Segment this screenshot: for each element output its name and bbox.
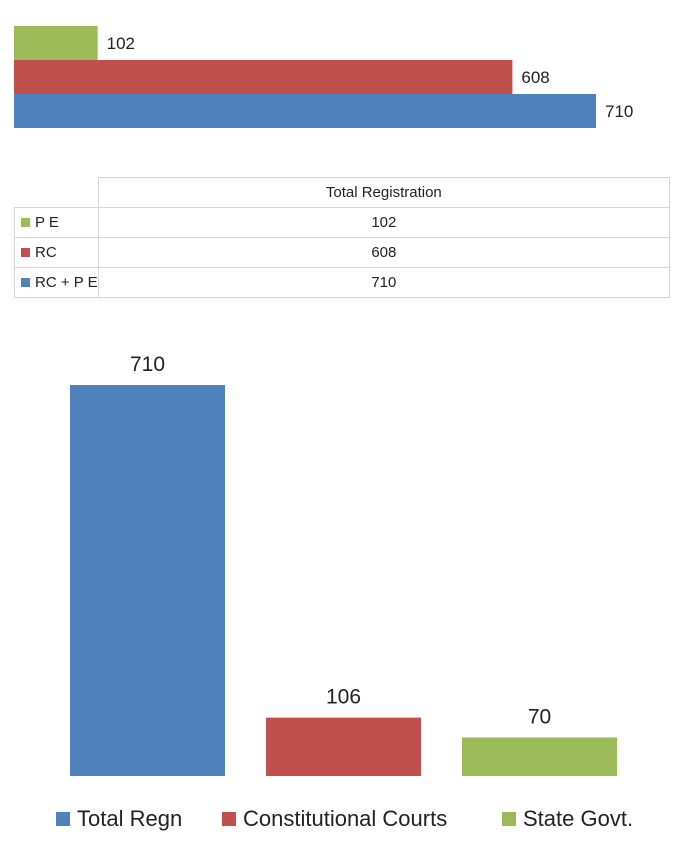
legend-swatch xyxy=(502,812,516,826)
table-row-label: P E xyxy=(14,207,99,238)
table-corner-cell xyxy=(14,177,99,208)
table-row-label: RC + P E xyxy=(14,267,99,298)
bar-2 xyxy=(14,94,596,128)
legend-label: Total Regn xyxy=(77,806,182,831)
table-row: P E 102 xyxy=(14,207,671,238)
column-value-label: 710 xyxy=(130,353,165,376)
legend-swatch xyxy=(222,812,236,826)
legend-swatch-pe xyxy=(21,217,30,227)
table-row: RC 608 xyxy=(14,237,671,268)
legend-label: State Govt. xyxy=(523,806,633,831)
table-header-row: Total Registration xyxy=(14,177,671,208)
bar-0 xyxy=(14,26,98,60)
column-value-label: 70 xyxy=(528,705,551,728)
table-cell-value: 710 xyxy=(97,267,671,298)
legend-label: Constitutional Courts xyxy=(243,806,447,831)
column-0 xyxy=(70,385,225,776)
table-row-label-text: RC + P E xyxy=(35,274,98,291)
legend-swatch-rc xyxy=(21,247,30,257)
table-row-label-text: P E xyxy=(35,214,59,231)
table-row-label: RC xyxy=(14,237,99,268)
table-header: Total Registration xyxy=(97,177,671,208)
legend-swatch-rc-pe xyxy=(21,277,30,287)
column-value-label: 106 xyxy=(326,686,361,709)
bar-1 xyxy=(14,60,513,94)
vertical-bar-chart: 710 106 70 Total Regn Constitutional Courts S… xyxy=(56,353,633,831)
table-row: RC + P E 710 xyxy=(14,267,671,298)
bar-value-label: 608 xyxy=(521,68,549,87)
horizontal-bar-chart: 102 608 710 xyxy=(14,26,633,128)
data-table: Total Registration P E 102 RC 608 RC + P… xyxy=(14,177,671,298)
column-2 xyxy=(462,737,617,776)
bar-value-label: 710 xyxy=(605,102,633,121)
table-cell-value: 608 xyxy=(97,237,671,268)
table-row-label-text: RC xyxy=(35,244,57,261)
column-1 xyxy=(266,717,421,776)
legend-swatch xyxy=(56,812,70,826)
table-cell-value: 102 xyxy=(97,207,671,238)
bar-value-label: 102 xyxy=(107,34,135,53)
